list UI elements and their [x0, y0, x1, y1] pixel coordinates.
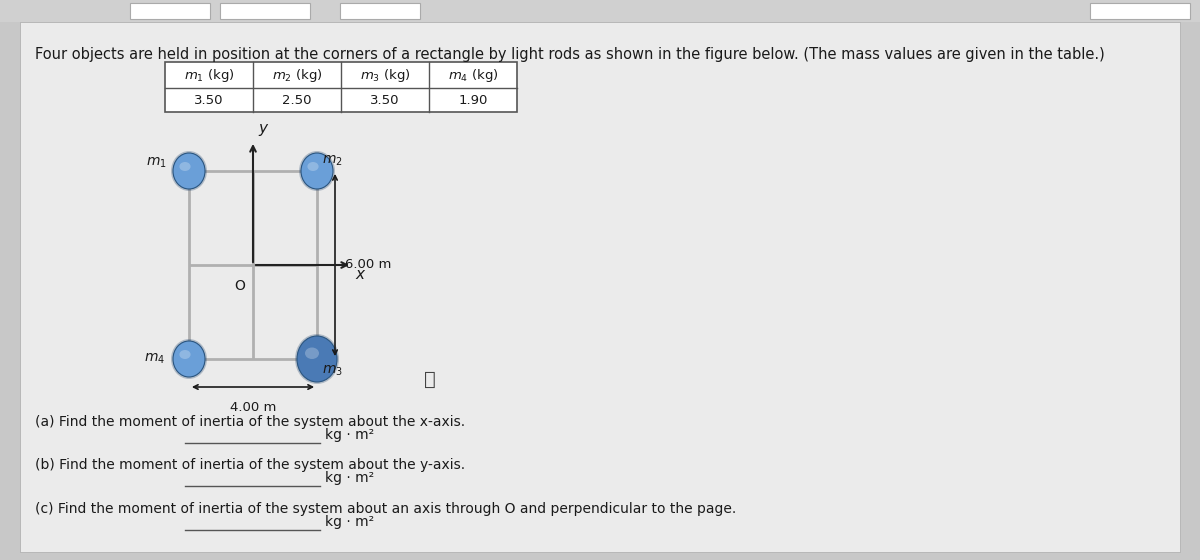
Text: (a) Find the moment of inertia of the system about the x-axis.: (a) Find the moment of inertia of the sy… [35, 415, 466, 429]
Text: $m_1$: $m_1$ [146, 156, 167, 170]
Ellipse shape [173, 153, 205, 189]
Ellipse shape [172, 339, 208, 379]
Text: (c) Find the moment of inertia of the system about an axis through O and perpend: (c) Find the moment of inertia of the sy… [35, 502, 737, 516]
Text: 3.50: 3.50 [371, 94, 400, 106]
Text: x: x [355, 267, 364, 282]
Ellipse shape [295, 334, 340, 384]
Bar [220, 3, 310, 19]
Text: ⓘ: ⓘ [424, 370, 436, 389]
Text: $m_1$ (kg): $m_1$ (kg) [184, 67, 234, 83]
Bar [0, 0, 1200, 22]
Ellipse shape [305, 348, 319, 359]
Text: 3.50: 3.50 [194, 94, 223, 106]
Text: 1.90: 1.90 [458, 94, 487, 106]
Bar [340, 3, 420, 19]
Ellipse shape [299, 151, 335, 191]
Ellipse shape [172, 151, 208, 191]
Ellipse shape [173, 341, 205, 377]
Ellipse shape [180, 162, 191, 171]
Ellipse shape [298, 336, 337, 382]
Bar [1090, 3, 1190, 19]
Ellipse shape [307, 162, 319, 171]
Text: kg · m²: kg · m² [325, 515, 374, 529]
Ellipse shape [180, 350, 191, 359]
Bar [190, 171, 317, 359]
Text: kg · m²: kg · m² [325, 428, 374, 442]
Text: $m_4$ (kg): $m_4$ (kg) [448, 67, 498, 83]
Text: 6.00 m: 6.00 m [346, 259, 391, 272]
Text: $m_3$: $m_3$ [322, 364, 343, 379]
Bar [130, 3, 210, 19]
Text: 2.50: 2.50 [282, 94, 312, 106]
Ellipse shape [301, 153, 334, 189]
Text: O: O [234, 279, 245, 293]
Text: $m_4$: $m_4$ [144, 352, 166, 366]
Text: Four objects are held in position at the corners of a rectangle by light rods as: Four objects are held in position at the… [35, 47, 1105, 62]
Bar [166, 62, 517, 112]
Text: y: y [258, 121, 266, 136]
Text: $m_2$ (kg): $m_2$ (kg) [271, 67, 323, 83]
Text: $m_2$: $m_2$ [322, 154, 343, 168]
Text: $m_3$ (kg): $m_3$ (kg) [360, 67, 410, 83]
Text: kg · m²: kg · m² [325, 471, 374, 485]
Text: (b) Find the moment of inertia of the system about the y-axis.: (b) Find the moment of inertia of the sy… [35, 458, 466, 472]
Text: 4.00 m: 4.00 m [230, 401, 276, 414]
